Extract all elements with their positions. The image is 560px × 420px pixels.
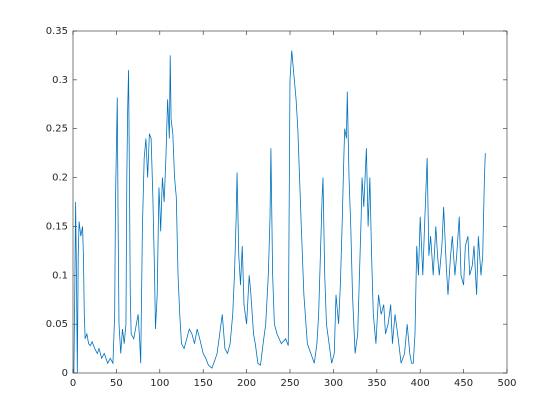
x-tick-label: 200 (237, 378, 256, 389)
x-tick-label: 300 (324, 378, 343, 389)
y-tick-label: 0.05 (46, 319, 68, 330)
x-tick-label: 150 (194, 378, 213, 389)
x-tick-label: 500 (497, 378, 516, 389)
x-tick-label: 350 (367, 378, 386, 389)
y-tick-label: 0.2 (52, 173, 68, 184)
y-tick-label: 0.3 (52, 75, 68, 86)
x-tick-label: 450 (454, 378, 473, 389)
x-tick-label: 250 (280, 378, 299, 389)
y-tick-label: 0.35 (46, 26, 68, 37)
data-line (73, 50, 486, 374)
y-tick-label: 0.25 (46, 124, 68, 135)
x-tick-label: 400 (411, 378, 430, 389)
y-tick-label: 0.15 (46, 221, 68, 232)
y-tick-label: 0 (62, 368, 68, 379)
x-tick-label: 100 (150, 378, 169, 389)
x-tick-label: 0 (70, 378, 76, 389)
x-tick-label: 50 (110, 378, 123, 389)
y-tick-label: 0.1 (52, 270, 68, 281)
